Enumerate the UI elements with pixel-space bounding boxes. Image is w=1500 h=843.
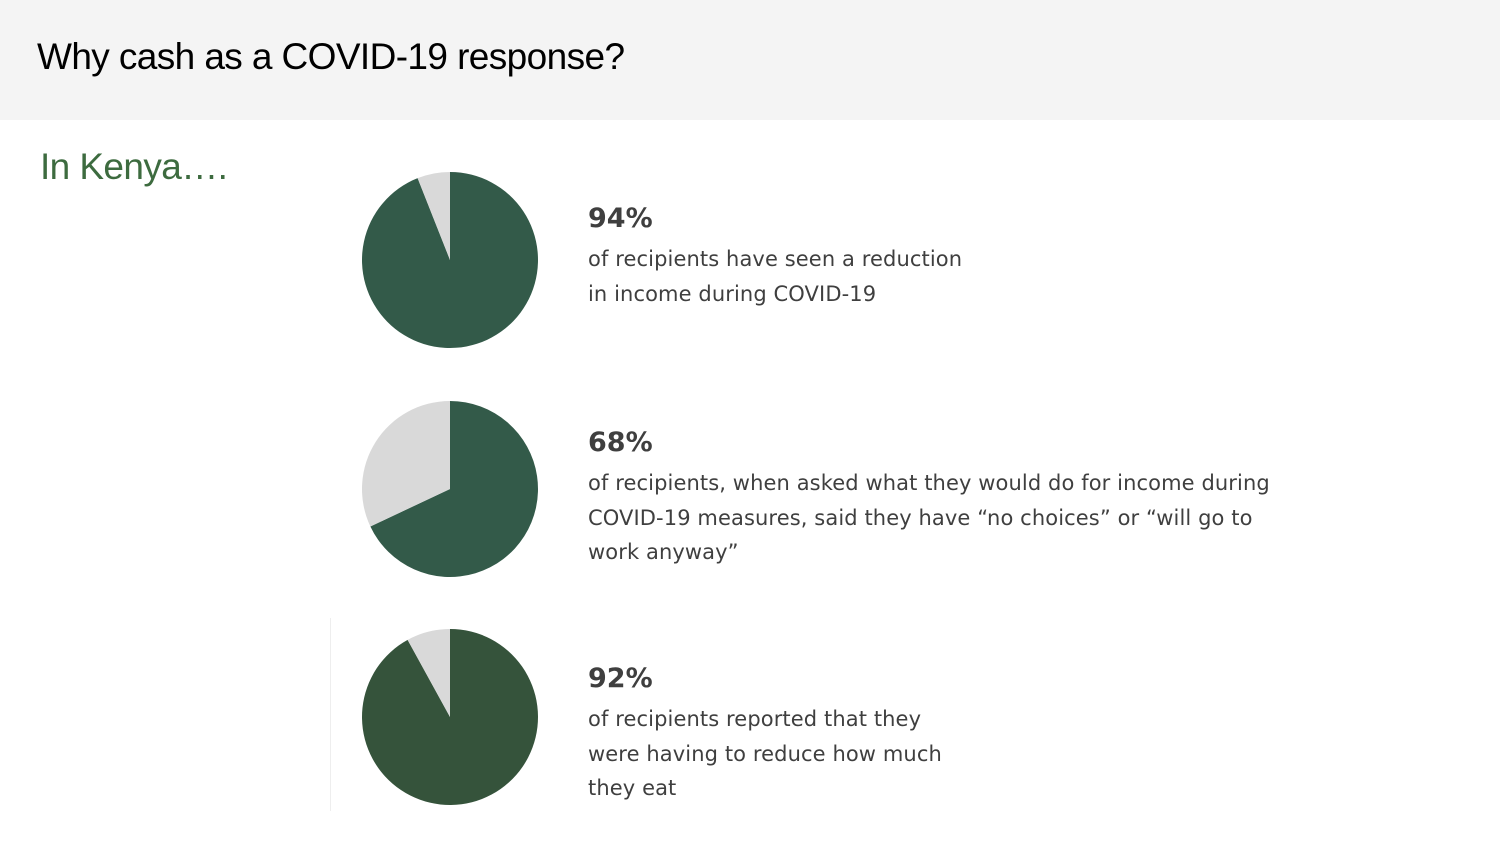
stat-block-income-reduction: 94% of recipients have seen a reduction … xyxy=(588,202,962,311)
pie-svg xyxy=(362,401,538,577)
stat-caption: of recipients, when asked what they woul… xyxy=(588,471,1270,564)
pie-slice-remainder xyxy=(362,401,450,527)
pie-svg xyxy=(362,629,538,805)
stat-block-no-choices: 68% of recipients, when asked what they … xyxy=(588,426,1270,570)
stat-caption: of recipients reported that they were ha… xyxy=(588,707,942,800)
pie-chart-income-reduction xyxy=(360,170,540,350)
pie-slice-remainder xyxy=(407,629,450,717)
pie-svg xyxy=(362,172,538,348)
stat-caption: of recipients have seen a reduction in i… xyxy=(588,247,963,306)
stat-block-reduce-eating: 92% of recipients reported that they wer… xyxy=(588,662,942,806)
stat-value: 94% xyxy=(588,203,653,234)
pie-chart-no-choices xyxy=(360,399,540,579)
divider-line xyxy=(330,618,331,811)
stat-value: 68% xyxy=(588,427,653,458)
pie-chart-reduce-eating xyxy=(360,627,540,807)
page-title: Why cash as a COVID-19 response? xyxy=(37,36,625,77)
pie-slice-main xyxy=(370,401,538,577)
pie-slice-remainder xyxy=(417,172,450,260)
header-bar: Why cash as a COVID-19 response? xyxy=(0,0,1500,120)
stat-value: 92% xyxy=(588,663,653,694)
section-subtitle: In Kenya…. xyxy=(40,146,228,187)
